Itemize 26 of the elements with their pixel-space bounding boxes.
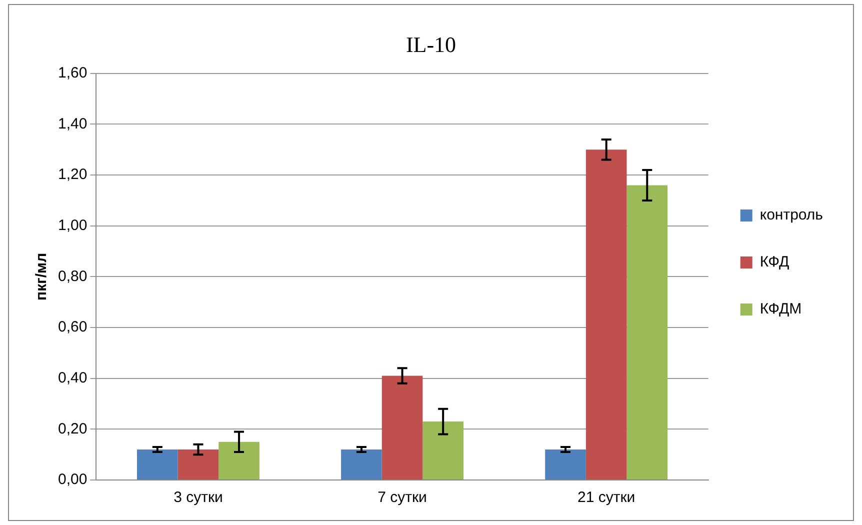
x-tick-label: 21 сутки: [577, 489, 636, 506]
legend-label: КФДМ: [760, 300, 802, 318]
chart-title: IL-10: [406, 32, 456, 57]
legend-label: КФД: [760, 254, 790, 271]
x-tick-label: 7 сутки: [378, 489, 427, 506]
bar: [137, 450, 178, 480]
y-tick-label: 1,20: [58, 166, 88, 184]
x-tick-label: 3 сутки: [174, 489, 223, 506]
y-tick-label: 1,60: [58, 64, 88, 82]
bar: [586, 150, 627, 480]
y-axis-title: пкг/мл: [33, 252, 50, 301]
y-tick-label: 0,60: [58, 318, 88, 336]
y-tick-label: 0,80: [58, 268, 88, 285]
legend-label: контроль: [760, 206, 824, 224]
bar: [382, 376, 423, 480]
y-tick-label: 0,20: [58, 420, 88, 438]
bar: [218, 442, 260, 480]
bar: [545, 450, 586, 480]
bar: [626, 185, 668, 480]
y-tick-label: 0,40: [58, 369, 88, 386]
bar: [341, 450, 382, 480]
y-tick-label: 1,40: [58, 115, 88, 132]
y-tick-label: 0,00: [58, 471, 88, 488]
bar: [178, 450, 219, 480]
bar: [422, 422, 464, 480]
y-tick-label: 1,00: [58, 217, 88, 234]
